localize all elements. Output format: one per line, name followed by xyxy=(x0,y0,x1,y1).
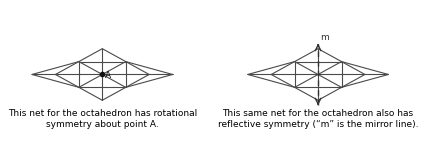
Text: This net for the octahedron has rotational
symmetry about point A.: This net for the octahedron has rotation… xyxy=(8,109,197,129)
Text: This same net for the octahedron also has
reflective symmetry (“m” is the mirror: This same net for the octahedron also ha… xyxy=(218,109,418,129)
Text: m: m xyxy=(320,33,329,42)
Text: A: A xyxy=(105,71,111,80)
